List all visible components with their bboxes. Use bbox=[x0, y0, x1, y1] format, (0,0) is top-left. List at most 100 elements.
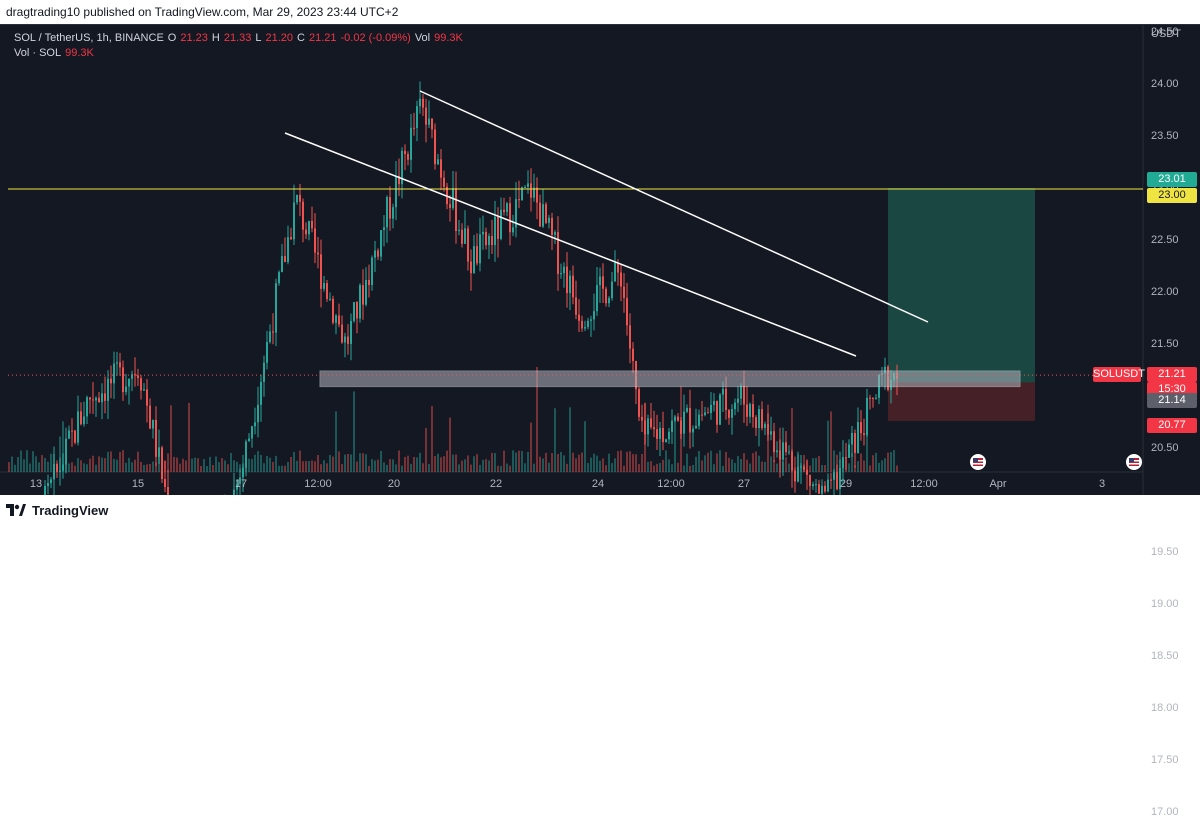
volume-bar bbox=[350, 454, 352, 472]
low-label: L bbox=[255, 32, 262, 44]
candle-body bbox=[854, 432, 856, 453]
candle-body bbox=[407, 153, 409, 160]
change-value: -0.02 (-0.09%) bbox=[340, 32, 411, 44]
price-tick: 18.50 bbox=[1151, 650, 1179, 662]
tradingview-logo[interactable]: TradingView bbox=[6, 503, 108, 518]
price-axis[interactable]: USDT 24.50 24.00 23.50 23.00 22.50 22.00 21.50… bbox=[1143, 25, 1200, 818]
volume-bar bbox=[650, 461, 652, 472]
volume-bar bbox=[299, 450, 301, 472]
candle-body bbox=[344, 336, 346, 343]
chart-panel[interactable]: SOL / TetherUS, 1h, BINANCE O 21.23 H 21.3… bbox=[0, 24, 1200, 818]
us-flag-event-icon[interactable] bbox=[970, 454, 986, 470]
volume-bar bbox=[770, 456, 772, 472]
candle-body bbox=[269, 331, 271, 342]
candle-body bbox=[833, 472, 835, 480]
candle-body bbox=[287, 237, 289, 262]
volume-bar bbox=[452, 454, 454, 472]
publish-header: dragtrading10 published on TradingView.c… bbox=[0, 0, 1200, 24]
volume-bar bbox=[785, 457, 787, 472]
price-tick: 21.50 bbox=[1151, 338, 1179, 350]
candle-body bbox=[737, 398, 739, 403]
volume-bar bbox=[275, 455, 277, 472]
volume-bar bbox=[776, 463, 778, 472]
candle-body bbox=[251, 426, 253, 439]
candle-body bbox=[362, 285, 364, 305]
volume-bar bbox=[440, 457, 442, 472]
candle-body bbox=[299, 194, 301, 202]
volume-bar bbox=[77, 458, 79, 472]
candle-body bbox=[566, 266, 568, 294]
candle-body bbox=[617, 262, 619, 273]
volume-bar bbox=[491, 452, 493, 472]
price-tick: 17.50 bbox=[1151, 754, 1179, 766]
volume-bar bbox=[662, 459, 664, 472]
volume-bar bbox=[656, 463, 658, 472]
candle-body bbox=[98, 397, 100, 403]
candle-body bbox=[440, 159, 442, 178]
candle-body bbox=[662, 427, 664, 443]
volume-bar bbox=[143, 465, 145, 472]
volume-bar bbox=[263, 463, 265, 472]
candle-body bbox=[563, 266, 565, 274]
volume-bar bbox=[443, 456, 445, 472]
vol-series-label[interactable]: Vol · SOL bbox=[14, 47, 62, 59]
volume-bar bbox=[89, 458, 91, 472]
price-chart[interactable] bbox=[0, 25, 1200, 496]
volume-bar bbox=[728, 457, 730, 472]
candle-body bbox=[410, 127, 412, 160]
volume-bar bbox=[617, 451, 619, 472]
symbol-label[interactable]: SOL / TetherUS, 1h, BINANCE bbox=[14, 32, 164, 44]
volume-bar bbox=[686, 453, 688, 472]
candle-body bbox=[458, 229, 460, 232]
volume-bar bbox=[539, 456, 541, 472]
candle-body bbox=[260, 381, 262, 405]
candle-body bbox=[110, 378, 112, 384]
candle-body bbox=[77, 411, 79, 443]
volume-bar bbox=[329, 455, 331, 472]
candle-body bbox=[863, 433, 865, 436]
candle-body bbox=[593, 311, 595, 320]
volume-bar bbox=[59, 436, 61, 472]
us-flag-event-icon[interactable] bbox=[1126, 454, 1142, 470]
volume-bar bbox=[575, 458, 577, 472]
candle-body bbox=[560, 273, 562, 275]
last-price-tag: 21.21 bbox=[1147, 367, 1197, 383]
candle-body bbox=[431, 118, 433, 130]
volume-bar bbox=[38, 462, 40, 472]
volume-bar bbox=[278, 465, 280, 472]
candle-body bbox=[758, 409, 760, 428]
volume-bar bbox=[518, 450, 520, 472]
candle-body bbox=[806, 469, 808, 475]
volume-bar bbox=[464, 459, 466, 472]
candle-body bbox=[377, 250, 379, 257]
time-axis[interactable]: 13 15 17 12:00 20 22 24 12:00 27 29 12:00 Apr 3 bbox=[0, 472, 1143, 496]
volume-bar bbox=[170, 405, 172, 472]
candle-body bbox=[611, 281, 613, 299]
price-tick: 22.50 bbox=[1151, 234, 1179, 246]
volume-bar bbox=[707, 452, 709, 472]
candle-body bbox=[692, 428, 694, 433]
channel-lower-line bbox=[284, 132, 857, 357]
price-tick: 24.00 bbox=[1151, 78, 1179, 90]
candle-body bbox=[281, 256, 283, 273]
volume-bar bbox=[221, 458, 223, 472]
candle-body bbox=[425, 107, 427, 125]
candle-body bbox=[434, 129, 436, 165]
volume-bar bbox=[461, 460, 463, 472]
candle-body bbox=[248, 438, 250, 442]
candle-body bbox=[713, 401, 715, 405]
volume-bar bbox=[614, 458, 616, 472]
candle-body bbox=[296, 194, 298, 203]
volume-bar bbox=[176, 457, 178, 472]
volume-bar bbox=[557, 453, 559, 472]
close-label: C bbox=[297, 32, 305, 44]
candle-body bbox=[422, 98, 424, 108]
volume-bar bbox=[47, 461, 49, 472]
volume-row: Vol · SOL 99.3K bbox=[14, 46, 463, 61]
volume-bar bbox=[197, 458, 199, 472]
volume-bar bbox=[821, 464, 823, 472]
candle-body bbox=[404, 150, 406, 154]
volume-bar bbox=[281, 465, 283, 472]
volume-bar bbox=[545, 452, 547, 472]
time-tick: 20 bbox=[387, 478, 401, 490]
